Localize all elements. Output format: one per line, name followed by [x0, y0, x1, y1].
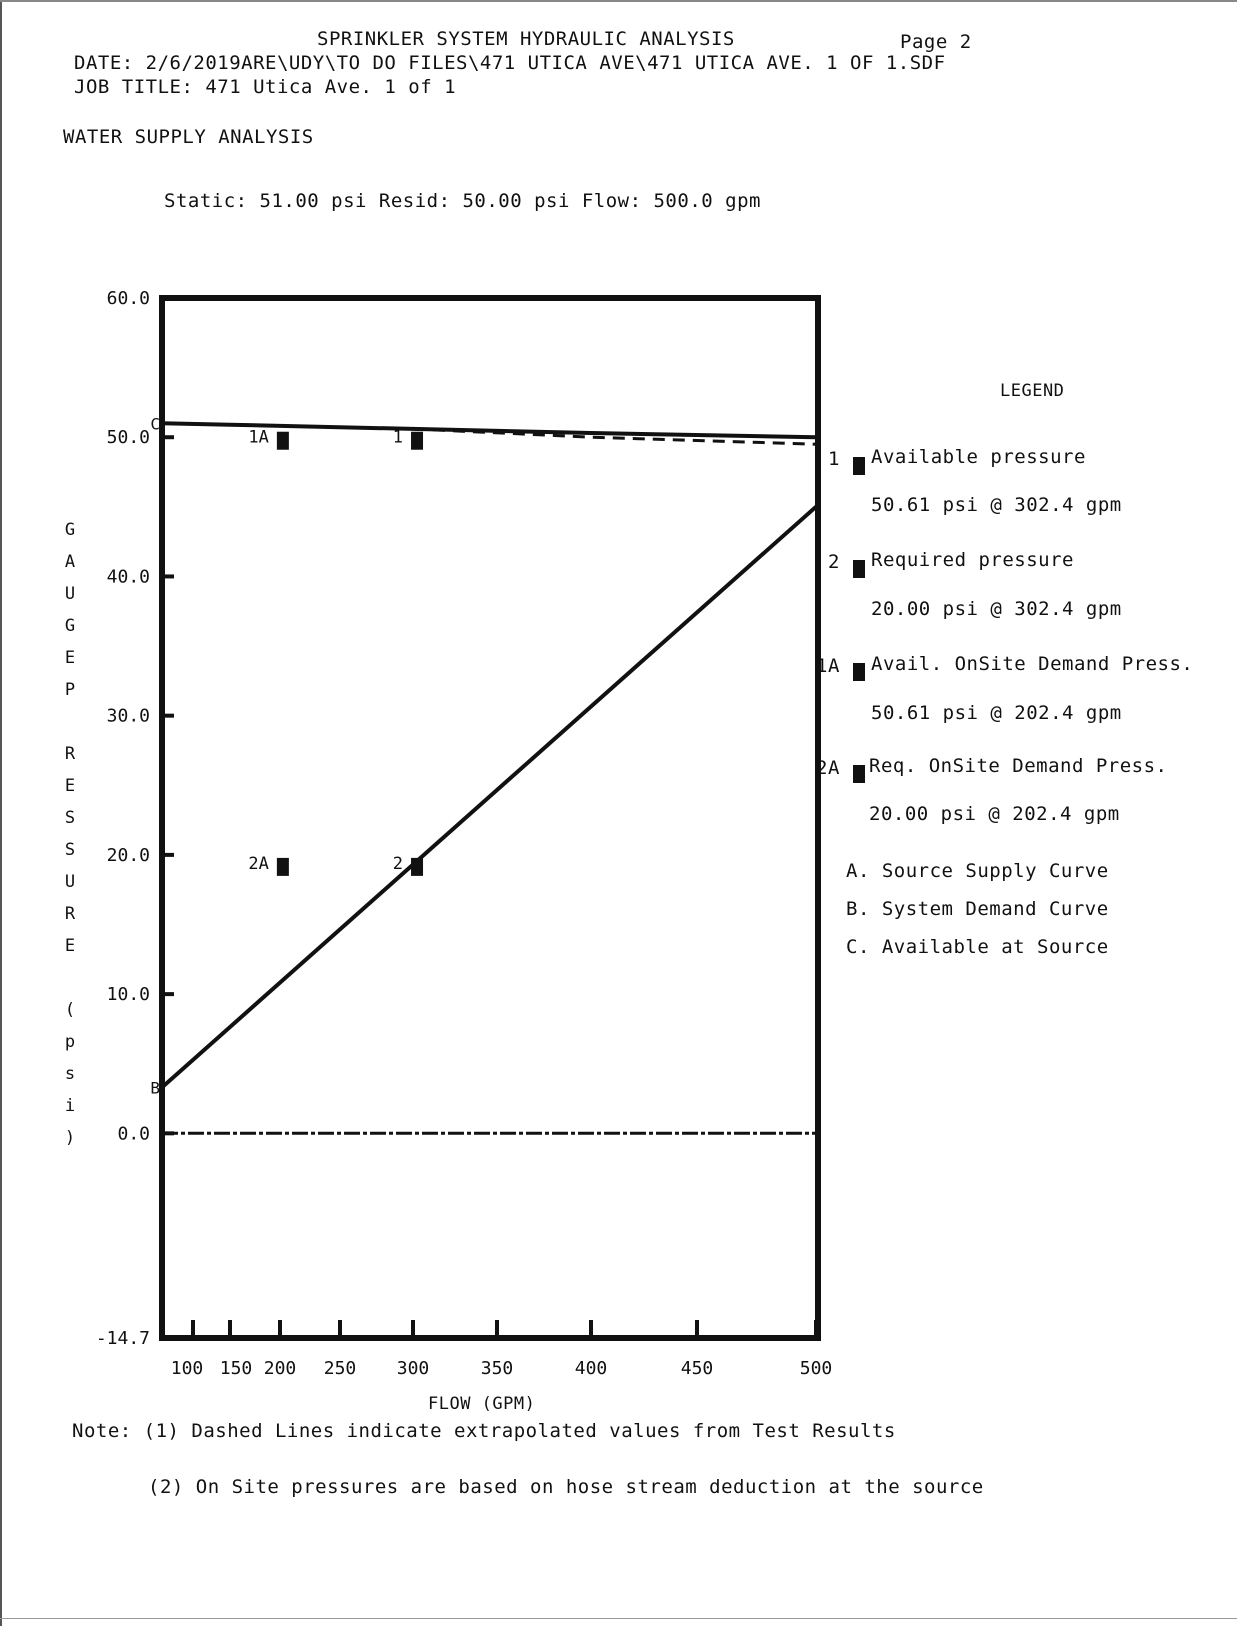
marker-label-1a: 1A — [248, 428, 268, 448]
x-tick-label: 400 — [575, 1358, 608, 1379]
section-title: WATER SUPPLY ANALYSIS — [63, 126, 314, 148]
marker-1a — [276, 431, 289, 450]
y-axis-letter: U — [64, 872, 76, 892]
legend-label-2: 2 — [828, 551, 840, 573]
legend-detail-available-pressure: 50.61 psi @ 302.4 gpm — [871, 494, 1122, 516]
note-1: Note: (1) Dashed Lines indicate extrapol… — [72, 1420, 896, 1442]
x-tick-label: 100 — [171, 1358, 204, 1379]
x-tick-label: 250 — [324, 1358, 357, 1379]
page-edge-left — [0, 0, 2, 1626]
y-axis-letter: S — [64, 808, 76, 828]
y-axis-letter: s — [64, 1064, 76, 1084]
marker-2a — [276, 857, 289, 876]
curve-label-b: B — [150, 1078, 160, 1097]
marker-label-1: 1 — [393, 428, 403, 448]
y-axis-letter: S — [64, 840, 76, 860]
legend-curve-b: B. System Demand Curve — [846, 898, 1109, 920]
legend-swatch-2 — [853, 560, 865, 578]
y-tick-label: -14.7 — [96, 1328, 150, 1349]
legend-label-1a: 1A — [816, 655, 840, 677]
y-axis-letter: U — [64, 584, 76, 604]
y-axis-letter: P — [64, 680, 76, 700]
legend-entry-available-pressure: Available pressure — [871, 446, 1086, 468]
y-axis-letter: p — [64, 1032, 76, 1052]
series-line-2 — [160, 505, 818, 1089]
legend-swatch-1 — [853, 457, 865, 475]
marker-1 — [411, 431, 424, 450]
x-tick-label: 300 — [397, 1358, 430, 1379]
marker-2 — [411, 857, 424, 876]
y-axis-letter: E — [64, 776, 76, 796]
legend-entry-avail-onsite: Avail. OnSite Demand Press. — [871, 653, 1194, 675]
legend-label-2a: 2A — [816, 757, 840, 779]
legend-curve-a: A. Source Supply Curve — [846, 860, 1109, 882]
y-axis-letter: E — [64, 648, 76, 668]
legend-detail-req-onsite: 20.00 psi @ 202.4 gpm — [869, 803, 1120, 825]
series-line-1 — [412, 427, 817, 446]
supply-summary: Static: 51.00 psi Resid: 50.00 psi Flow:… — [164, 190, 761, 212]
page-number: Page 2 — [900, 31, 972, 53]
legend-detail-required-pressure: 20.00 psi @ 302.4 gpm — [871, 598, 1122, 620]
y-tick-label: 10.0 — [107, 984, 150, 1005]
x-tick-label: 150 — [220, 1358, 253, 1379]
page-edge-top — [0, 0, 1237, 2]
y-axis-letter: R — [64, 904, 76, 924]
curve-label-c: C — [150, 414, 160, 433]
y-axis-letter: ( — [64, 1000, 76, 1020]
y-tick-label: 30.0 — [107, 706, 150, 727]
y-axis-letter: E — [64, 936, 76, 956]
legend-entry-required-pressure: Required pressure — [871, 549, 1074, 571]
x-tick-label: 350 — [481, 1358, 514, 1379]
report-title: SPRINKLER SYSTEM HYDRAULIC ANALYSIS — [317, 28, 735, 50]
legend-curve-c: C. Available at Source — [846, 936, 1109, 958]
x-tick-label: 500 — [800, 1358, 833, 1379]
job-title-line: JOB TITLE: 471 Utica Ave. 1 of 1 — [74, 76, 457, 98]
marker-label-2: 2 — [393, 854, 403, 874]
legend-label-1: 1 — [828, 448, 840, 470]
y-tick-label: 20.0 — [107, 845, 150, 866]
y-tick-label: 60.0 — [107, 288, 150, 309]
page-edge-bottom — [0, 1618, 1237, 1619]
date-line: DATE: 2/6/2019ARE\UDY\TO DO FILES\471 UT… — [74, 52, 946, 74]
x-tick-label: 450 — [681, 1358, 714, 1379]
y-tick-label: 0.0 — [117, 1123, 150, 1144]
legend-detail-avail-onsite: 50.61 psi @ 202.4 gpm — [871, 702, 1122, 724]
plot-frame — [159, 295, 821, 1341]
legend-swatch-2a — [853, 765, 865, 783]
y-axis-letter: ) — [64, 1128, 76, 1148]
y-tick-label: 50.0 — [107, 427, 150, 448]
x-tick-label: 200 — [264, 1358, 297, 1379]
legend-swatch-1a — [853, 663, 865, 681]
legend-entry-req-onsite: Req. OnSite Demand Press. — [869, 755, 1168, 777]
y-axis-letter: A — [64, 552, 76, 572]
legend-title: LEGEND — [1000, 381, 1065, 401]
note-2: (2) On Site pressures are based on hose … — [148, 1476, 984, 1498]
x-axis-label: FLOW (GPM) — [428, 1394, 536, 1414]
y-axis-letter: G — [64, 520, 76, 540]
y-axis-letter: R — [64, 744, 76, 764]
y-axis-letter: G — [64, 616, 76, 636]
y-tick-label: 40.0 — [107, 566, 150, 587]
marker-label-2a: 2A — [248, 854, 268, 874]
y-axis-letter: i — [64, 1096, 76, 1116]
